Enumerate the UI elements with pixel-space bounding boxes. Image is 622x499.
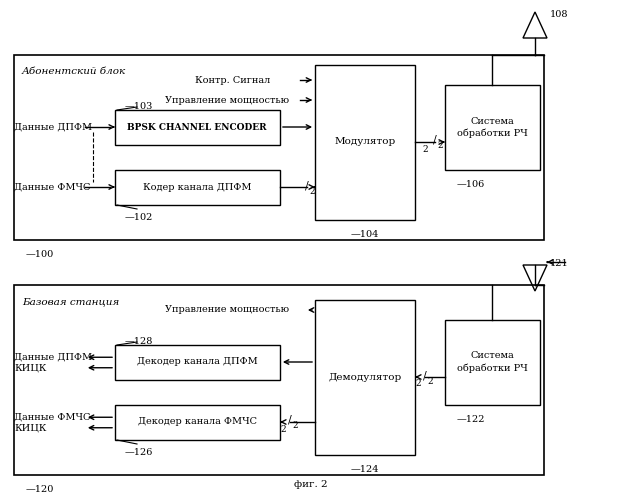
Text: /: /: [433, 135, 437, 145]
Text: Декодер канала ФМЧС: Декодер канала ФМЧС: [137, 418, 256, 427]
Text: КИЦК: КИЦК: [14, 363, 47, 372]
Text: /: /: [423, 370, 427, 380]
Text: —104: —104: [351, 230, 379, 239]
Text: —102: —102: [125, 213, 154, 222]
Text: обработки РЧ: обработки РЧ: [457, 128, 527, 138]
Bar: [14, 285, 544, 475]
Text: /: /: [305, 180, 309, 190]
Text: Демодулятор: Демодулятор: [328, 372, 402, 382]
Text: Данные ФМЧС: Данные ФМЧС: [14, 183, 90, 192]
Text: —122: —122: [457, 415, 486, 424]
Bar: [445, 320, 540, 405]
Text: —128: —128: [125, 337, 154, 346]
Text: Абонентский блок: Абонентский блок: [22, 67, 126, 76]
Bar: [315, 300, 415, 455]
Text: Данные ДПФМ: Данные ДПФМ: [14, 122, 92, 132]
Text: 2: 2: [280, 425, 286, 434]
Text: Базовая станция: Базовая станция: [22, 297, 119, 306]
Text: 2: 2: [309, 187, 315, 196]
Text: Система: Система: [470, 116, 514, 126]
Text: 2: 2: [437, 142, 443, 151]
Bar: [115, 345, 280, 380]
Text: —120: —120: [26, 485, 54, 494]
Text: Модулятор: Модулятор: [335, 138, 396, 147]
Bar: [14, 55, 544, 240]
Text: —106: —106: [457, 180, 485, 189]
Text: фиг. 2: фиг. 2: [294, 480, 328, 489]
Text: КИЦК: КИЦК: [14, 423, 47, 432]
Text: —124: —124: [351, 465, 379, 474]
Bar: [115, 110, 280, 145]
Text: Данные ДПФМ: Данные ДПФМ: [14, 353, 92, 362]
Text: —103: —103: [125, 102, 154, 111]
Text: обработки РЧ: обработки РЧ: [457, 363, 527, 373]
Text: 2: 2: [422, 145, 428, 154]
Text: Кодер канала ДПФМ: Кодер канала ДПФМ: [143, 183, 251, 192]
Text: BPSK CHANNEL ENCODER: BPSK CHANNEL ENCODER: [128, 122, 267, 132]
Text: 108: 108: [550, 9, 569, 18]
Text: 121: 121: [550, 258, 569, 267]
Text: Данные ФМЧС: Данные ФМЧС: [14, 413, 90, 422]
Bar: [445, 85, 540, 170]
Text: Управление мощностью: Управление мощностью: [165, 305, 289, 314]
Text: 2: 2: [292, 422, 298, 431]
Text: 2: 2: [427, 377, 433, 386]
Text: Система: Система: [470, 351, 514, 360]
Bar: [115, 405, 280, 440]
Text: Декодер канала ДПФМ: Декодер канала ДПФМ: [137, 357, 258, 366]
Text: /: /: [288, 415, 292, 425]
Text: Контр. Сигнал: Контр. Сигнал: [195, 75, 270, 84]
Bar: [315, 65, 415, 220]
Text: —126: —126: [125, 448, 154, 457]
Text: 2: 2: [415, 380, 421, 389]
Text: Управление мощностью: Управление мощностью: [165, 95, 289, 104]
Text: —100: —100: [26, 250, 54, 259]
Bar: [115, 170, 280, 205]
